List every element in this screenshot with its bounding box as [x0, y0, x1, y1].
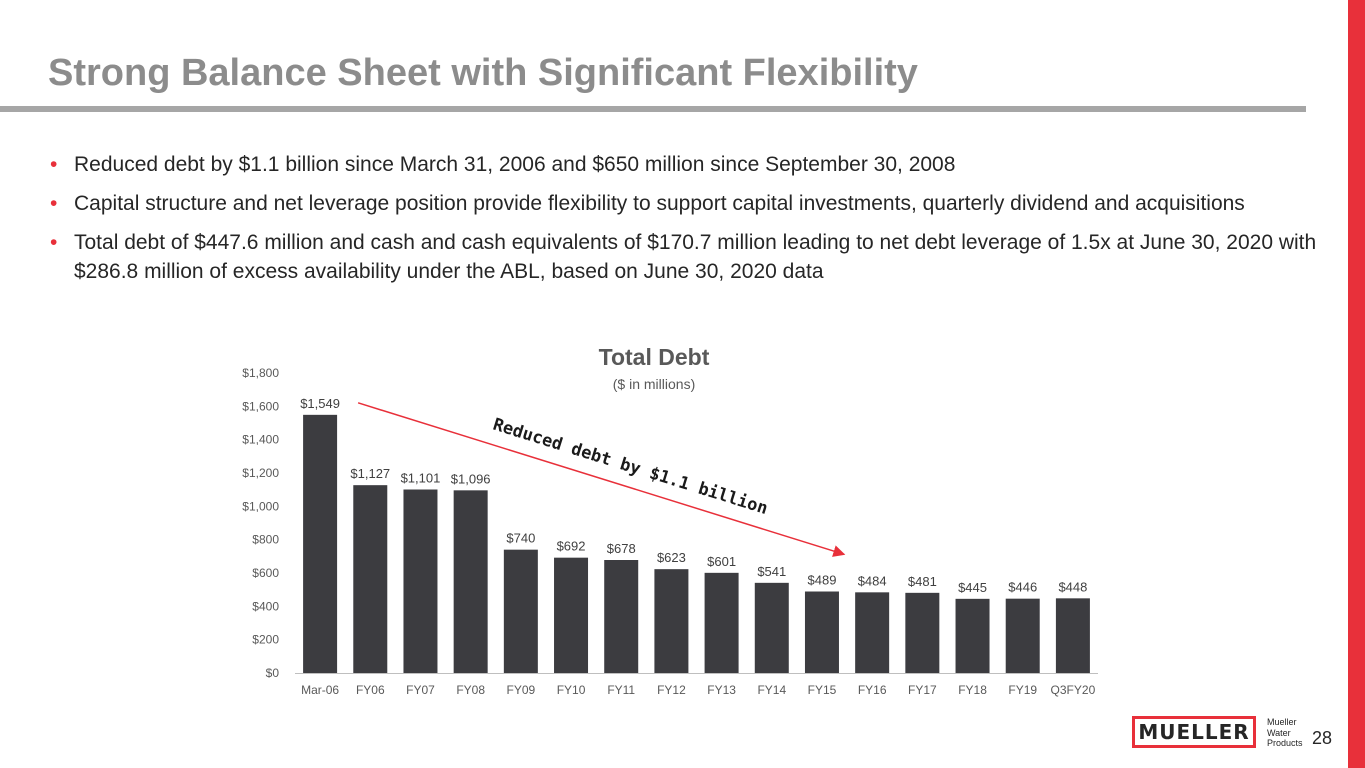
debt-bar: [1055, 598, 1090, 673]
bullet-item: • Total debt of $447.6 million and cash …: [48, 228, 1328, 286]
bullet-dot-icon: •: [50, 153, 58, 176]
x-tick-label: FY11: [607, 683, 635, 697]
bullet-dot-icon: •: [50, 231, 58, 254]
bar-value-label: $484: [858, 573, 887, 588]
x-tick-label: Q3FY20: [1051, 683, 1096, 697]
y-tick-label: $600: [252, 566, 279, 580]
debt-bar: [704, 572, 739, 673]
debt-bar: [453, 490, 488, 673]
logo-company-name: Mueller Water Products: [1267, 717, 1317, 749]
debt-bar: [804, 591, 839, 673]
slide-title: Strong Balance Sheet with Significant Fl…: [48, 52, 918, 94]
bullet-text: Reduced debt by $1.1 billion since March…: [74, 153, 956, 176]
bar-value-label: $601: [707, 554, 736, 569]
bullet-text: Capital structure and net leverage posit…: [74, 192, 1245, 215]
y-tick-label: $1,800: [242, 366, 279, 380]
x-tick-label: FY08: [456, 683, 485, 697]
x-tick-label: FY16: [858, 683, 887, 697]
bar-value-label: $623: [657, 550, 686, 565]
chart-title: Total Debt: [599, 344, 710, 370]
x-tick-label: Mar-06: [301, 683, 339, 697]
x-tick-label: FY14: [757, 683, 786, 697]
debt-bar: [503, 549, 538, 673]
page-number: 28: [1312, 728, 1333, 748]
x-tick-label: FY17: [908, 683, 937, 697]
y-tick-label: $200: [252, 633, 279, 647]
bar-value-label: $446: [1008, 580, 1037, 595]
chart-subtitle: ($ in millions): [613, 376, 695, 392]
bullet-list: • Reduced debt by $1.1 billion since Mar…: [48, 150, 1328, 296]
bar-value-label: $692: [557, 539, 586, 554]
x-tick-label: FY18: [958, 683, 987, 697]
bullet-text: Total debt of $447.6 million and cash an…: [74, 231, 1317, 283]
bar-value-label: $1,101: [401, 471, 441, 486]
bar-value-label: $678: [607, 541, 636, 556]
bar-value-label: $1,549: [300, 396, 340, 411]
y-tick-label: $800: [252, 533, 279, 547]
logo-line: Mueller: [1267, 717, 1297, 727]
bar-value-label: $740: [506, 531, 535, 546]
debt-bar: [654, 569, 689, 673]
bar-value-label: $1,127: [350, 466, 390, 481]
debt-bar: [554, 557, 589, 673]
debt-bar: [604, 560, 639, 673]
annotation-text: Reduced debt by $1.1 billion: [491, 415, 771, 519]
x-tick-label: FY19: [1008, 683, 1037, 697]
y-tick-label: $0: [266, 666, 280, 680]
debt-bar: [855, 592, 890, 673]
mueller-logo: MUELLER: [1132, 716, 1256, 748]
bullet-item: • Reduced debt by $1.1 billion since Mar…: [48, 150, 1328, 179]
x-tick-label: FY12: [657, 683, 686, 697]
debt-bar: [353, 485, 388, 673]
y-tick-label: $1,200: [242, 466, 279, 480]
y-axis: $0 $200 $400 $600 $800 $1,000 $1,200 $1,400 $1,6…: [242, 366, 279, 680]
x-tick-label: FY06: [356, 683, 385, 697]
bar-value-label: $541: [757, 564, 786, 579]
debt-bar: [754, 582, 789, 673]
debt-bar: [1005, 598, 1040, 673]
bar-value-label: $489: [808, 573, 837, 588]
y-tick-label: $1,000: [242, 499, 279, 513]
debt-bar: [403, 489, 438, 673]
debt-bar: [905, 592, 940, 673]
bullet-item: • Capital structure and net leverage pos…: [48, 189, 1328, 218]
bullet-dot-icon: •: [50, 192, 58, 215]
logo-line: Products: [1267, 738, 1303, 748]
x-tick-label: FY15: [808, 683, 837, 697]
title-divider: [0, 106, 1306, 112]
y-tick-label: $1,400: [242, 433, 279, 447]
bar-value-label: $481: [908, 574, 937, 589]
x-tick-label: FY13: [707, 683, 736, 697]
bar-series: $1,549 $1,127 $1,101 $1,096 $740 $692 $678 $623…: [300, 396, 1090, 673]
debt-bar: [955, 598, 990, 673]
x-tick-label: FY07: [406, 683, 435, 697]
y-tick-label: $400: [252, 599, 279, 613]
x-axis: Mar-06 FY06 FY07 FY08 FY09 FY10 FY11 FY12 FY13 FY…: [295, 673, 1098, 697]
x-tick-label: FY09: [507, 683, 536, 697]
bar-value-label: $448: [1058, 579, 1087, 594]
debt-reduction-arrow: [357, 402, 846, 557]
x-tick-label: FY10: [557, 683, 586, 697]
accent-bar: [1348, 0, 1365, 768]
y-tick-label: $1,600: [242, 399, 279, 413]
bar-value-label: $1,096: [451, 471, 491, 486]
logo-line: Water: [1267, 727, 1291, 738]
bar-value-label: $445: [958, 580, 987, 595]
debt-bar: [303, 414, 338, 673]
